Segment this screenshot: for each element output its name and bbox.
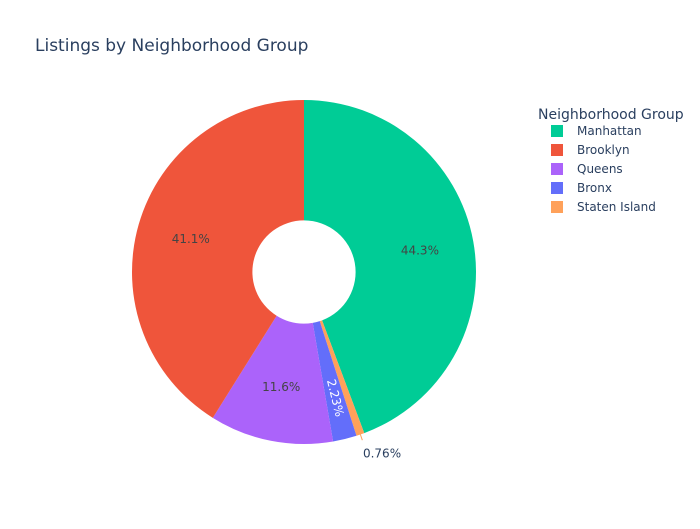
legend-title: Neighborhood Group	[538, 107, 684, 123]
legend-item-staten-island[interactable]: Staten Island	[551, 200, 656, 214]
slice-manhattan[interactable]	[304, 100, 477, 434]
legend-swatch-queens	[551, 163, 563, 175]
slice-label-staten-island: 0.76%	[363, 447, 401, 461]
legend-swatch-brooklyn	[551, 144, 563, 156]
slice-staten-island[interactable]	[319, 320, 365, 436]
legend-swatch-staten-island	[551, 201, 563, 213]
pie-slices	[132, 100, 477, 444]
legend-label-staten-island: Staten Island	[577, 200, 656, 214]
slice-bronx[interactable]	[312, 321, 357, 442]
slice-labels: 44.3%0.76%2.23%11.6%41.1%	[172, 232, 439, 461]
chart-title: Listings by Neighborhood Group	[35, 36, 308, 56]
legend-swatch-bronx	[551, 182, 563, 194]
label-connector-staten-island	[359, 434, 363, 441]
slice-label-manhattan: 44.3%	[401, 244, 439, 258]
slice-queens[interactable]	[212, 315, 334, 444]
legend-label-queens: Queens	[577, 162, 623, 176]
legend-swatch-manhattan	[551, 125, 563, 137]
legend-item-brooklyn[interactable]: Brooklyn	[551, 143, 630, 157]
legend-items: Manhattan Brooklyn Queens Bronx Staten Islan…	[551, 124, 656, 214]
legend-item-bronx[interactable]: Bronx	[551, 181, 612, 195]
slice-label-brooklyn: 41.1%	[172, 232, 210, 246]
legend-item-manhattan[interactable]: Manhattan	[551, 124, 642, 138]
legend-label-manhattan: Manhattan	[577, 124, 642, 138]
legend-label-brooklyn: Brooklyn	[577, 143, 630, 157]
legend: Neighborhood Group Manhattan Brooklyn Quee…	[538, 107, 684, 214]
legend-label-bronx: Bronx	[577, 181, 612, 195]
slice-brooklyn[interactable]	[132, 100, 304, 418]
legend-item-queens[interactable]: Queens	[551, 162, 623, 176]
slice-label-queens: 11.6%	[262, 380, 300, 394]
